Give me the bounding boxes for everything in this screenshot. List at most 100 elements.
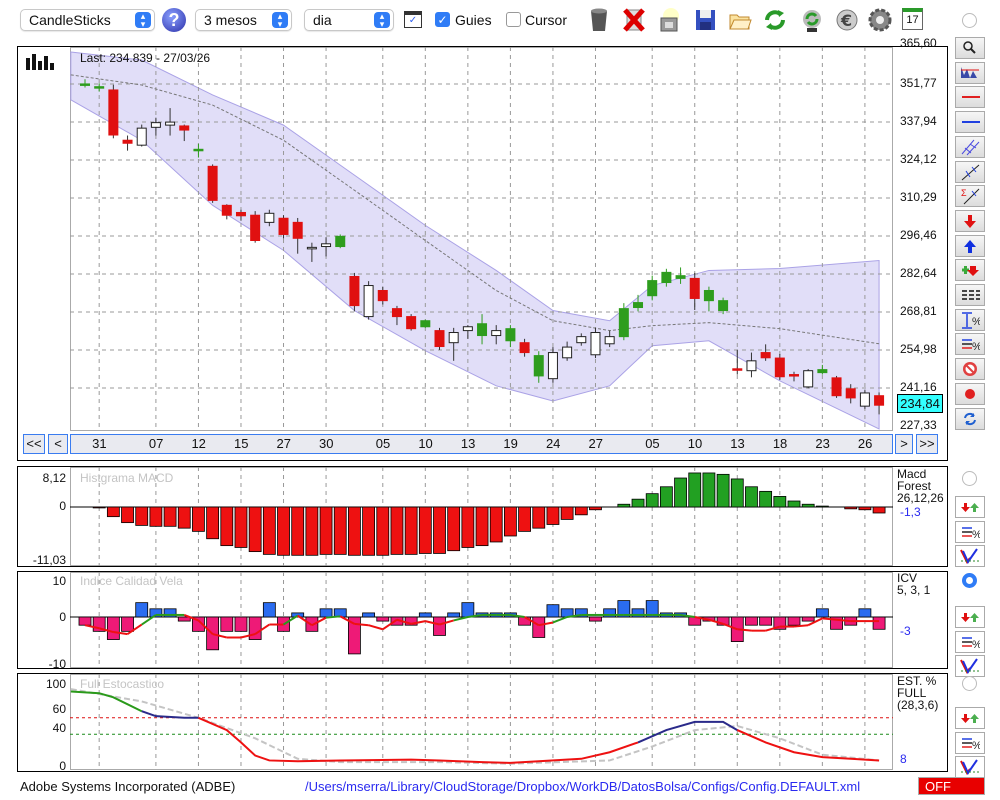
main-panel-radio[interactable]	[962, 13, 977, 28]
macd-sell-buy-arrows-button[interactable]	[955, 496, 985, 518]
icv-sell-buy-arrows-button[interactable]	[955, 606, 985, 628]
macd-percent-lines-button[interactable]: %	[955, 520, 985, 543]
update-icon[interactable]	[798, 6, 826, 34]
icv-plot-area[interactable]	[70, 572, 893, 668]
stochastic-plot-area[interactable]	[70, 674, 893, 770]
macd-bar	[617, 503, 631, 508]
stoch-sell-buy-arrows-button[interactable]	[955, 707, 985, 729]
nav-next-button[interactable]: >	[895, 434, 913, 454]
price-plot-area[interactable]	[70, 47, 893, 431]
trash-icon[interactable]	[585, 6, 613, 34]
stoch-percent-lines-button[interactable]: %	[955, 731, 985, 754]
percent-lines-button[interactable]: %	[955, 333, 985, 356]
add-signal-button[interactable]	[955, 259, 985, 282]
stoch-oscillator-button[interactable]	[955, 756, 985, 778]
chart-type-select[interactable]: CandleSticks ▴ ▾	[20, 9, 155, 31]
candle	[590, 332, 601, 356]
icv-percent-lines-button[interactable]: %	[955, 630, 985, 653]
percent-range-button[interactable]: %	[955, 308, 985, 331]
candle	[803, 370, 814, 388]
horizontal-line-blue-button[interactable]	[955, 111, 985, 134]
candle	[80, 83, 90, 86]
icv-bar	[546, 604, 560, 618]
date-label: 19	[503, 436, 518, 451]
cursor-checkbox[interactable]	[506, 12, 521, 27]
interval-select[interactable]: dia ▴ ▾	[304, 9, 394, 31]
sell-arrow-button[interactable]	[955, 209, 985, 232]
calendar-icon[interactable]: 17	[902, 8, 923, 30]
icv-bar	[603, 608, 617, 618]
icv-signal-segment	[552, 616, 568, 624]
date-scrollbar[interactable]: 31 07 12 15 27 30 05 10 13 19 24 27 05 10 13 18 23 26	[70, 434, 893, 454]
grid-lines-button[interactable]	[955, 284, 985, 306]
nav-prev-button[interactable]: <	[48, 434, 68, 454]
record-button[interactable]	[955, 382, 985, 405]
channel-button[interactable]	[955, 135, 985, 158]
candle	[221, 204, 232, 216]
help-icon[interactable]: ?	[162, 8, 186, 32]
trendline-button[interactable]	[955, 160, 985, 183]
print-icon[interactable]	[655, 6, 683, 34]
period-select[interactable]: 3 mesos ▴ ▾	[195, 9, 292, 31]
sync-button[interactable]	[955, 407, 985, 430]
candlestick-chart[interactable]	[70, 47, 893, 431]
sync-icon	[964, 412, 976, 425]
sum-trendline-button[interactable]: Σ	[955, 185, 985, 208]
config-path-link[interactable]: /Users/mserra/Library/CloudStorage/Dropb…	[305, 779, 861, 794]
stoch-legend-params: (28,3,6)	[897, 698, 939, 712]
settings-icon[interactable]	[866, 6, 894, 34]
cancel-button[interactable]	[955, 358, 985, 381]
icv-panel-radio[interactable]	[962, 573, 977, 588]
icv-signal-segment	[708, 618, 724, 625]
icv-signal-segment	[126, 623, 143, 635]
sum-trendline-icon: Σ	[961, 188, 980, 205]
macd-bar	[135, 506, 149, 526]
volume-chart-button[interactable]	[955, 61, 985, 84]
macd-bar	[801, 503, 815, 508]
icv-signal-segment	[737, 628, 752, 632]
icv-bar	[106, 616, 120, 640]
candle	[689, 277, 700, 299]
delete-icon[interactable]	[620, 6, 648, 34]
nav-first-button[interactable]: <<	[23, 434, 45, 454]
macd-bar	[262, 506, 276, 555]
candle	[703, 289, 714, 302]
open-folder-icon[interactable]	[726, 6, 754, 34]
chart-window-icon[interactable]: ✓	[404, 11, 422, 28]
candle	[817, 369, 828, 374]
nav-last-button[interactable]: >>	[916, 434, 938, 454]
macd-bar	[589, 506, 602, 511]
icv-title: Indice Calidad Vela	[80, 574, 183, 588]
candle	[108, 89, 119, 136]
macd-oscillator-button[interactable]	[955, 545, 985, 567]
macd-bar	[305, 506, 319, 556]
icv-signal-segment	[98, 627, 114, 633]
euro-icon[interactable]: €	[833, 6, 861, 34]
icv-oscillator-button[interactable]	[955, 655, 985, 677]
chevron-updown-icon: ▴ ▾	[135, 12, 151, 29]
guides-checkbox[interactable]: ✓	[435, 12, 450, 27]
macd-bar	[702, 472, 716, 508]
macd-legend-name: Macd	[897, 467, 927, 481]
macd-bar	[206, 506, 220, 540]
icv-bar	[631, 608, 645, 618]
buy-arrow-button[interactable]	[955, 234, 985, 257]
horizontal-line-red-button[interactable]	[955, 86, 985, 109]
macd-bar	[716, 473, 730, 508]
macd-bar	[362, 506, 376, 556]
refresh-icon[interactable]	[761, 6, 789, 34]
icv-bar	[433, 616, 446, 636]
icv-bar	[192, 616, 205, 632]
save-icon[interactable]	[691, 6, 719, 34]
icv-bar	[121, 616, 134, 632]
macd-panel-radio[interactable]	[962, 471, 977, 486]
candle	[845, 388, 856, 399]
macd-legend-params: 26,12,26	[897, 491, 944, 505]
zoom-button[interactable]	[955, 37, 985, 59]
icv-bar	[177, 616, 191, 622]
macd-plot-area[interactable]	[70, 467, 893, 566]
macd-bar	[447, 506, 461, 552]
off-toggle-button[interactable]: OFF	[918, 777, 985, 795]
stoch-tick-40: 40	[52, 721, 66, 735]
stoch-panel-radio[interactable]	[962, 676, 977, 691]
